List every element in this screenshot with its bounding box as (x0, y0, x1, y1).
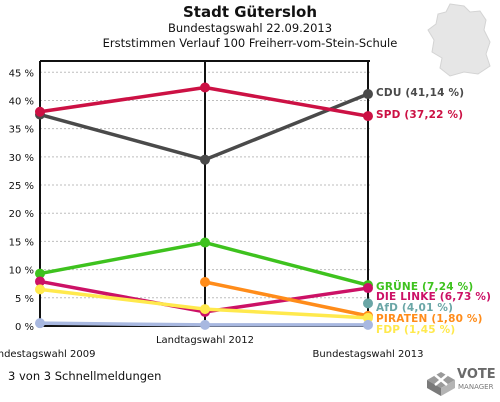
y-tick-label: 25 % (9, 181, 34, 192)
y-tick-label: 40 % (9, 96, 34, 107)
y-tick-label: 10 % (9, 266, 34, 277)
data-point (363, 89, 373, 100)
logo-word-vote: VOTE (457, 367, 496, 382)
germany-map-icon (427, 3, 491, 77)
series-end-label: FDP (1,45 %) (376, 324, 455, 336)
data-point (200, 154, 210, 165)
data-point (200, 304, 210, 315)
series-end-label: PIRATEN (1,80 %) (376, 313, 483, 325)
data-point (363, 283, 373, 294)
data-point (35, 106, 45, 117)
series-end-label: SPD (37,22 %) (376, 109, 463, 121)
series-line (203, 92, 370, 162)
series-end-label: GRÜNE (7,24 %) (376, 279, 473, 293)
series-line (203, 85, 370, 118)
series-line (38, 321, 207, 327)
series-end-label: DIE LINKE (6,73 %) (376, 291, 491, 303)
logo-word-manager: MANAGER (458, 383, 494, 391)
y-tick-label: 30 % (9, 153, 34, 164)
data-point (363, 111, 373, 122)
y-tick-label: 20 % (9, 209, 34, 220)
series-end-label: AfD (4,01 %) (376, 302, 453, 314)
ballot-logo-icon (427, 372, 455, 396)
chart-title: Stadt Gütersloh (182, 3, 317, 21)
y-tick-label: 35 % (9, 125, 34, 136)
series-line (38, 240, 207, 276)
vote-manager-logo: VOTE MANAGER (424, 364, 498, 398)
x-tick-label: Bundestagswahl 2009 (0, 349, 95, 360)
data-point (35, 318, 45, 329)
y-tick-label: 5 % (15, 294, 34, 305)
series-line (38, 287, 207, 311)
y-tick-label: 45 % (9, 68, 34, 79)
chart-subtitle-election: Bundestagswahl 22.09.2013 (167, 21, 333, 35)
data-point (363, 298, 373, 309)
data-point (200, 319, 210, 330)
series-line (38, 112, 207, 162)
chart-subtitle-district: Erststimmen Verlauf 100 Freiherr-vom-Ste… (102, 36, 398, 50)
chart-header: Stadt Gütersloh Bundestagswahl 22.09.201… (0, 4, 500, 51)
x-tick-label: Landtagswahl 2012 (156, 335, 254, 346)
series-line (203, 307, 370, 320)
data-point (363, 319, 373, 330)
series-line (38, 85, 207, 114)
series-line (203, 240, 370, 287)
footer-status: 3 von 3 Schnellmeldungen (8, 369, 162, 383)
series-line (203, 280, 370, 318)
series-end-label: CDU (41,14 %) (376, 87, 464, 99)
x-tick-label: Bundestagswahl 2013 (313, 349, 424, 360)
y-tick-label: 15 % (9, 237, 34, 248)
data-point (35, 284, 45, 295)
data-point (200, 237, 210, 248)
data-point (200, 277, 210, 288)
data-point (200, 82, 210, 93)
y-tick-label: 0 % (15, 322, 34, 333)
